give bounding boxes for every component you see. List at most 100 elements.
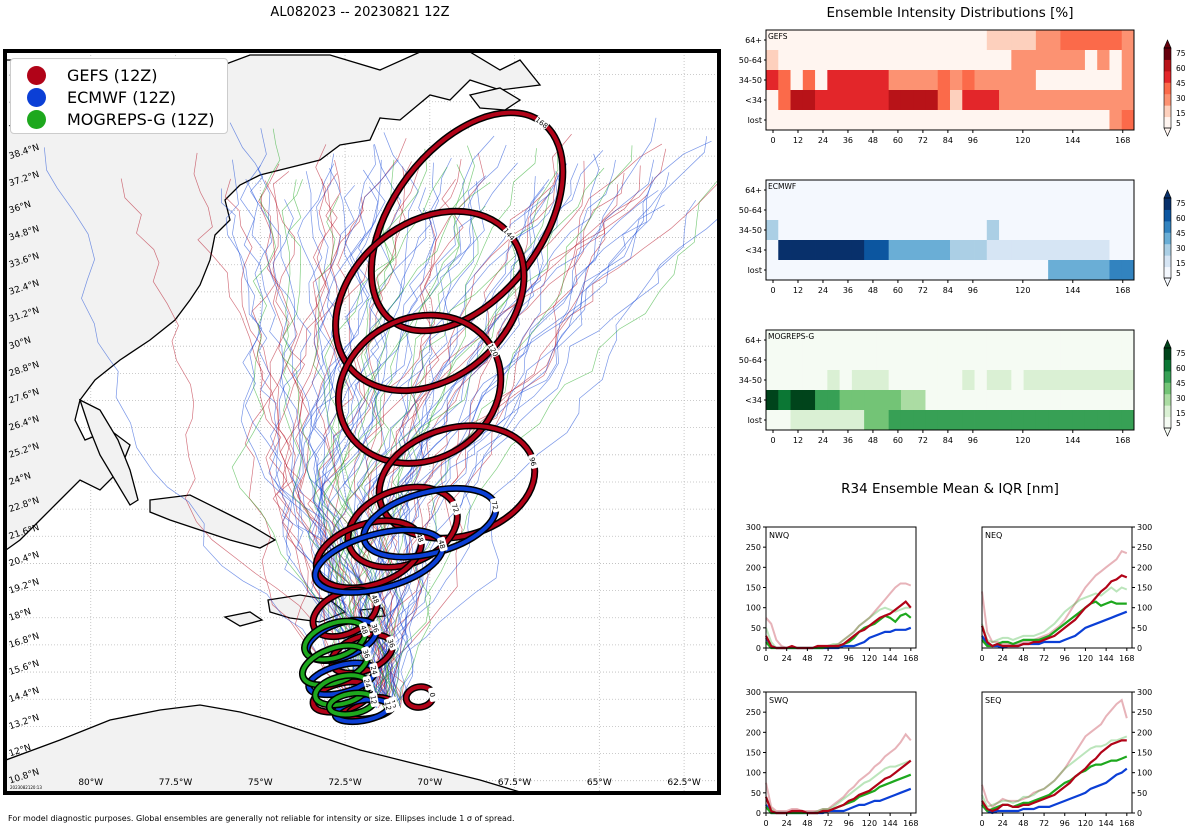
ellipse-label-bg [361, 646, 373, 662]
heatmap-cell [925, 30, 939, 51]
heatmap-cell [851, 110, 865, 131]
heatmap-cell [1035, 110, 1049, 131]
map-stamp: 2023082120:13 [10, 785, 42, 790]
colorbar-segment [1164, 382, 1171, 395]
heatmap-cell [999, 410, 1012, 431]
track-line-ecmwf [356, 181, 485, 707]
heatmap-cell [1072, 410, 1086, 431]
r34-quadrant-name: NWQ [769, 531, 789, 540]
heatmap-cell [1048, 370, 1061, 391]
heatmap-cell [851, 410, 865, 431]
heatmap-cell [1097, 390, 1110, 411]
heatmap-cell [913, 370, 926, 391]
heatmap-cell [1035, 410, 1049, 431]
heatmap-cell [1023, 260, 1037, 281]
heatmap-cell [986, 330, 1000, 351]
r34-line-mogreps-g [981, 600, 1127, 648]
heatmap-x-tick-label: 144 [1065, 136, 1080, 145]
heatmap-cell [778, 350, 791, 371]
heatmap-cell [1072, 110, 1086, 131]
heatmap-cell [1048, 390, 1061, 411]
heatmap-cell [876, 70, 890, 91]
track-line-gefs [372, 158, 462, 707]
heatmap-cell [827, 350, 840, 371]
heatmap-cell [1084, 410, 1098, 431]
heatmap-cell [925, 410, 939, 431]
heatmap-cell [790, 370, 804, 391]
heatmap-cell [864, 90, 877, 111]
heatmap-cell [815, 180, 828, 201]
track-line-ecmwf [360, 186, 545, 707]
heatmap-cell [900, 180, 914, 201]
colorbar-segment [1164, 255, 1171, 268]
heatmap-cell [1011, 50, 1024, 71]
heatmap-cell [802, 200, 816, 221]
heatmap-cell [790, 220, 804, 241]
heatmap-cell [876, 390, 890, 411]
heatmap-cell [1121, 90, 1135, 111]
heatmap-cell [986, 370, 1000, 391]
heatmap-cell [1035, 330, 1049, 351]
heatmap-cell [888, 220, 902, 241]
heatmap-cell [839, 220, 853, 241]
r34-y-tick-label: 0 [1137, 644, 1142, 653]
south-america [6, 704, 521, 792]
heatmap-cell [802, 330, 816, 351]
heatmap-cell [839, 30, 853, 51]
colorbar-segment [1164, 266, 1171, 279]
cuba [149, 494, 277, 549]
ellipse-label-bg [428, 687, 438, 702]
heatmap-cell [1035, 50, 1049, 71]
heatmap-cell [974, 110, 988, 131]
ellipse-mogreps-g-12: 12 [325, 689, 379, 718]
colorbar-tick-label: 75 [1176, 49, 1186, 58]
ellipse-hour-label: 24 [362, 678, 372, 689]
r34-x-tick-label: 24 [998, 654, 1008, 663]
heatmap-x-tick-label: 12 [793, 136, 803, 145]
heatmap-cell [962, 90, 975, 111]
heatmap-cell [974, 70, 988, 91]
heatmap-cell [962, 330, 975, 351]
track-line-mogreps-g [313, 196, 402, 708]
heatmap-cell [851, 50, 865, 71]
heatmap-cell [913, 220, 926, 241]
heatmap-cell [1072, 90, 1086, 111]
heatmap-cell [1109, 370, 1123, 391]
colorbar-segment [1164, 370, 1171, 383]
r34-y-tick-label: 200 [1137, 728, 1152, 737]
heatmap-cell [766, 350, 779, 371]
heatmap-cell [962, 350, 975, 371]
heatmap-cell [937, 200, 951, 221]
heatmap-cell [925, 330, 939, 351]
r34-y-tick-label: 200 [1137, 563, 1152, 572]
heatmap-cell [778, 370, 791, 391]
heatmap-cell [888, 350, 902, 371]
heatmap-x-tick-label: 168 [1115, 286, 1130, 295]
heatmap-cell [962, 180, 975, 201]
heatmap-cell [888, 330, 902, 351]
heatmap-cell [1023, 330, 1037, 351]
heatmap-cell [839, 350, 853, 371]
heatmap-model-name: ECMWF [768, 182, 796, 191]
colorbar-max-arrow [1163, 39, 1172, 49]
heatmap-cell [815, 350, 828, 371]
heatmap-cell [802, 260, 816, 281]
heatmap-cell [839, 370, 853, 391]
r34-x-tick-label: 24 [782, 819, 792, 828]
heatmap-cell [962, 220, 975, 241]
heatmap-cell [925, 180, 939, 201]
heatmap-cell [1121, 330, 1135, 351]
heatmap-x-tick-label: 120 [1015, 286, 1030, 295]
colorbar-tick-label: 75 [1176, 349, 1186, 358]
heatmap-cell [876, 220, 890, 241]
heatmap-cell [827, 390, 840, 411]
heatmap-x-tick-label: 36 [843, 436, 853, 445]
heatmap-x-tick-label: 96 [968, 436, 978, 445]
heatmap-cell [876, 260, 890, 281]
heatmap-cell [925, 390, 939, 411]
heatmap-cell [1109, 90, 1123, 111]
heatmap-model-name: GEFS [768, 32, 788, 41]
heatmap-cell [1011, 390, 1024, 411]
legend-ecmwf-marker [27, 87, 46, 107]
heatmap-cell [937, 30, 951, 51]
